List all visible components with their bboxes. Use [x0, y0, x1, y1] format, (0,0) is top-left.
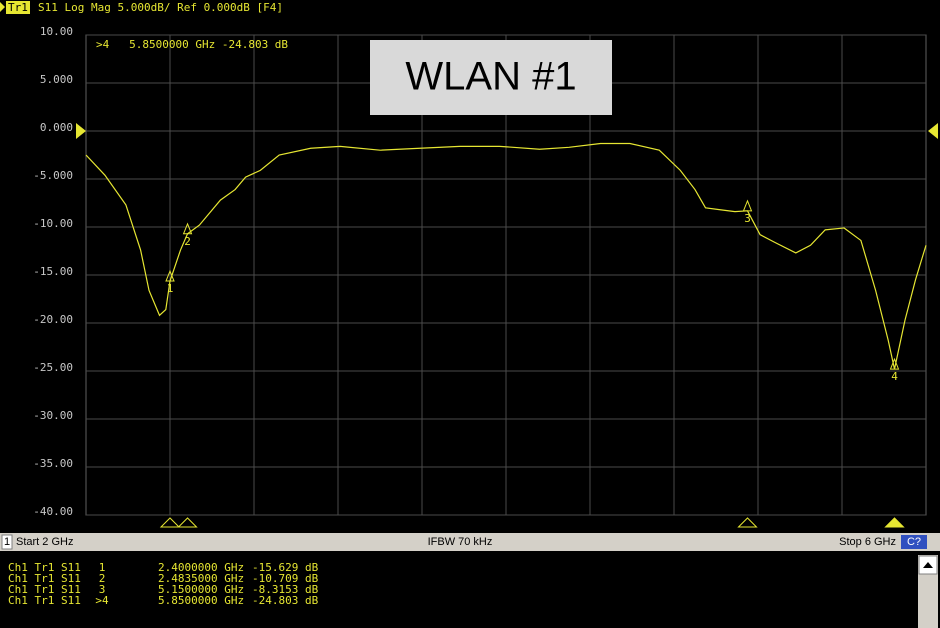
table-cell: -24.803 dB — [252, 594, 319, 607]
y-tick-label: -15.00 — [33, 265, 73, 278]
y-tick-label: -25.00 — [33, 361, 73, 374]
table-cell: 5.1500000 GHz — [158, 583, 244, 596]
stimulus-marker — [159, 517, 181, 528]
y-tick-label: 0.000 — [40, 121, 73, 134]
marker — [889, 357, 900, 370]
marker — [742, 199, 753, 212]
y-tick-label: -20.00 — [33, 313, 73, 326]
table-cell: Ch1 Tr1 S11 — [8, 583, 81, 596]
stimulus-marker — [884, 517, 905, 528]
stimulus-marker — [177, 517, 198, 528]
trace-name: Tr1 — [8, 1, 28, 14]
table-cell: 1 — [99, 561, 106, 574]
marker-label: 4 — [891, 370, 898, 383]
table-cell: -8.3153 dB — [252, 583, 319, 596]
table-cell: 2.4000000 GHz — [158, 561, 244, 574]
ref-marker-right — [928, 123, 938, 139]
trace-badge — [6, 1, 30, 14]
marker — [165, 269, 175, 282]
status-bar — [0, 533, 940, 551]
active-arrow — [0, 2, 5, 12]
ref-marker-left — [76, 123, 86, 139]
y-tick-label: -40.00 — [33, 505, 73, 518]
table-cell: 5.8500000 GHz — [158, 594, 244, 607]
ifbw: IFBW 70 kHz — [428, 536, 493, 548]
y-tick-label: 5.000 — [40, 73, 73, 86]
marker-readout: >4 5.8500000 GHz -24.803 dB — [96, 38, 288, 51]
trace-setup: S11 Log Mag 5.000dB/ Ref 0.000dB [F4] — [38, 1, 283, 14]
channel: 1 — [4, 536, 10, 548]
table-cell: 3 — [99, 583, 106, 596]
marker-label: 3 — [744, 212, 751, 225]
stop: Stop 6 GHz — [839, 536, 896, 548]
y-tick-label: -5.000 — [33, 169, 73, 182]
table-cell: -15.629 dB — [252, 561, 319, 574]
start: Start 2 GHz — [16, 536, 73, 548]
annotation-box — [370, 40, 612, 115]
channel-box — [1, 534, 13, 550]
table-cell: Ch1 Tr1 S11 — [8, 594, 81, 607]
table-cell: Ch1 Tr1 S11 — [8, 561, 81, 574]
stimulus-marker — [737, 517, 758, 528]
table-cell: 2.4835000 GHz — [158, 572, 244, 585]
marker-label: 1 — [167, 282, 174, 295]
y-tick-label: -30.00 — [33, 409, 73, 422]
table-cell: Ch1 Tr1 S11 — [8, 572, 81, 585]
trace — [85, 142, 927, 370]
badge: C? — [907, 536, 921, 548]
marker — [182, 222, 193, 235]
badge-box — [901, 535, 927, 549]
annotation: WLAN #1 — [405, 55, 576, 99]
marker-label: 2 — [184, 235, 191, 248]
table-cell: >4 — [95, 594, 109, 607]
y-tick-label: 10.00 — [40, 25, 73, 38]
scroll-up-arrow — [923, 562, 933, 568]
table-cell: 2 — [99, 572, 106, 585]
y-tick-label: -35.00 — [33, 457, 73, 470]
table-cell: -10.709 dB — [252, 572, 319, 585]
y-tick-label: -10.00 — [33, 217, 73, 230]
